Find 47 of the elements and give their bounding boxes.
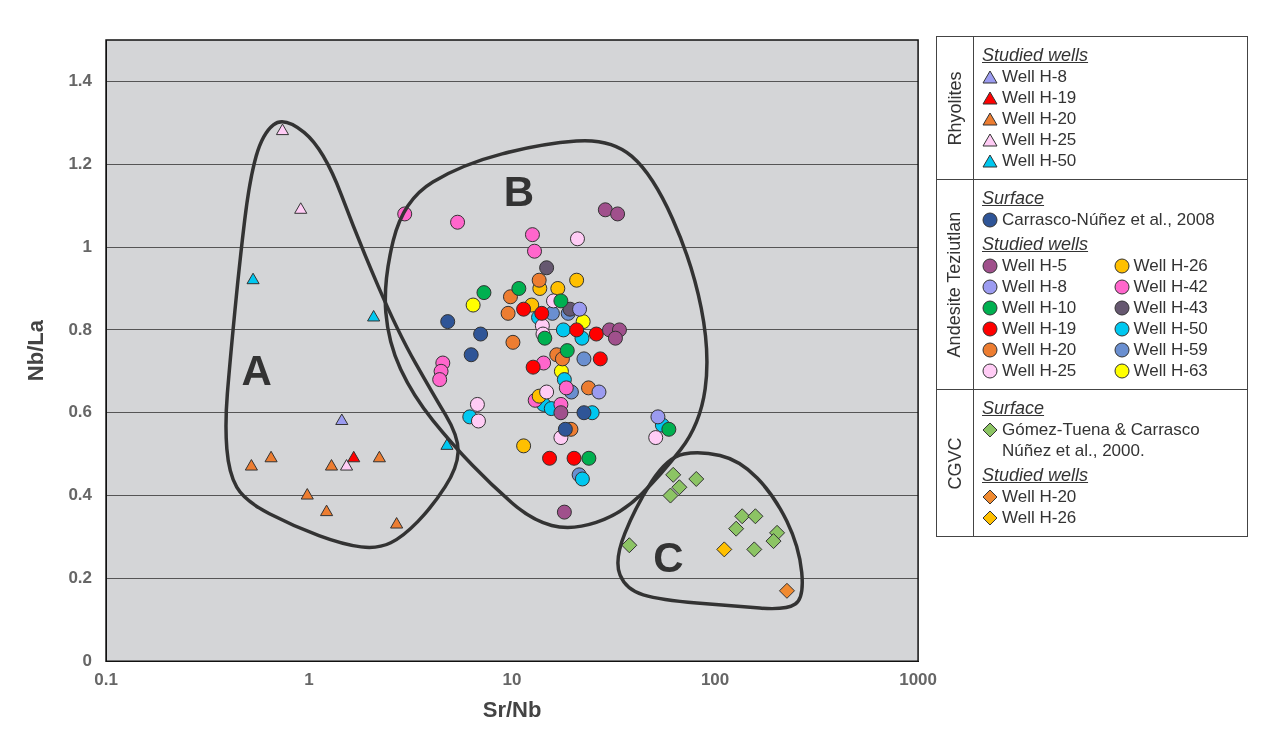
y-tick-label: 0 [82, 650, 93, 670]
legend-label: Well H-26 [1002, 507, 1077, 528]
text: Studied wells [982, 465, 1090, 486]
legend-label: Well H-20 [1002, 339, 1077, 360]
x-tick-label: 0.1 [94, 670, 118, 690]
legend-label: Well H-63 [1133, 360, 1208, 381]
x-tick-label: 10 [502, 670, 522, 690]
legend-label: Well H-59 [1133, 339, 1208, 360]
text: Studied wells [982, 234, 1090, 255]
x-axis-title: Sr/Nb [482, 696, 542, 722]
text: Studied wells [982, 45, 1090, 66]
x-tick-label: 1 [304, 670, 314, 690]
y-tick-label: 1 [82, 236, 93, 256]
legend-label: Well H-50 [1133, 318, 1208, 339]
legend-label: Well H-26 [1133, 255, 1208, 276]
legend-label: Well H-5 [1002, 255, 1067, 276]
legend-label: Gómez-Tuena & Carrasco Núñez et al., 2000. [1002, 419, 1201, 461]
legend-label: Well H-42 [1133, 276, 1208, 297]
legend-label: Well H-8 [1002, 276, 1067, 297]
annotation: B [503, 168, 535, 216]
text: CGVC [944, 436, 966, 490]
legend-label: Well H-19 [1002, 87, 1077, 108]
legend-label: Well H-20 [1002, 108, 1077, 129]
y-tick-label: 0.2 [68, 568, 93, 588]
text: Surface [982, 398, 1046, 419]
text: Rhyolites [944, 70, 966, 146]
legend-label: Well H-25 [1002, 360, 1077, 381]
text: Surface [982, 188, 1046, 209]
legend-label: Well H-10 [1002, 297, 1077, 318]
annotation: C [653, 533, 684, 581]
text: Andesite Teziutlan [944, 211, 966, 358]
legend-label: Well H-19 [1002, 318, 1077, 339]
legend-label: Well H-50 [1002, 150, 1077, 171]
legend-label: Well H-43 [1133, 297, 1208, 318]
legend-label: Well H-25 [1002, 129, 1077, 150]
y-tick-label: 0.8 [68, 319, 93, 339]
x-tick-label: 100 [700, 670, 730, 690]
y-tick-label: 1.4 [68, 71, 93, 91]
legend-label: Well H-20 [1002, 486, 1077, 507]
legend-label: Carrasco-Núñez et al., 2008 [1002, 209, 1215, 230]
y-tick-label: 1.2 [68, 153, 93, 173]
legend-label: Well H-8 [1002, 66, 1067, 87]
x-tick-label: 1000 [899, 670, 937, 690]
annotation: A [241, 346, 272, 394]
y-tick-label: 0.4 [68, 485, 93, 505]
y-axis-title: Nb/La [23, 319, 49, 382]
y-tick-label: 0.6 [68, 402, 93, 422]
